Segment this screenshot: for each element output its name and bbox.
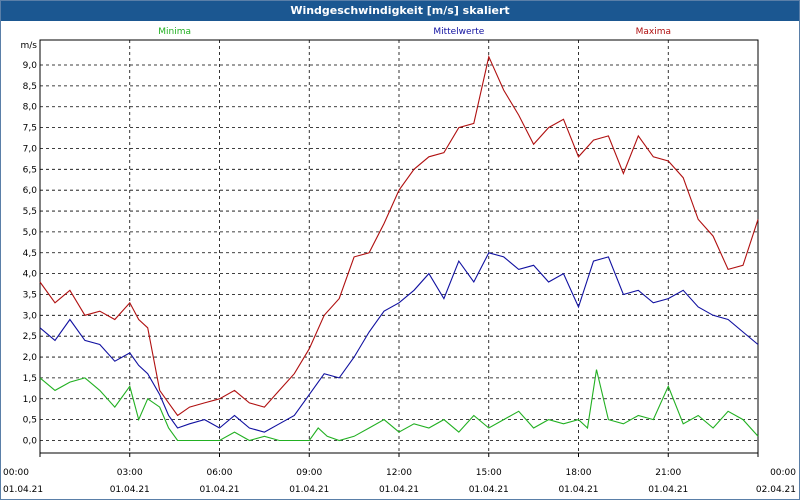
x-tick-date-label: 01.04.21 (558, 485, 598, 495)
y-tick-label: 0,5 (23, 416, 37, 426)
legend-entry-minima: Minima (158, 27, 191, 37)
y-tick-label: 7,0 (23, 144, 38, 154)
x-tick-date-label: 01.04.21 (110, 485, 150, 495)
x-tick-date-label: 01.04.21 (469, 485, 509, 495)
y-tick-label: 3,0 (23, 311, 38, 321)
y-tick-label: 5,5 (23, 207, 37, 217)
y-tick-label: 9,0 (23, 61, 38, 71)
y-tick-label: 2,0 (23, 353, 38, 363)
x-tick-time-label: 00:00 (3, 468, 29, 478)
y-tick-label: 4,5 (23, 249, 37, 259)
y-tick-label: 0,0 (23, 436, 38, 446)
x-tick-time-label: 18:00 (566, 468, 592, 478)
x-tick-date-label: 02.04.21 (756, 485, 796, 495)
x-tick-time-label: 06:00 (207, 468, 233, 478)
y-tick-label: 8,0 (23, 103, 38, 113)
x-tick-time-label: 15:00 (476, 468, 502, 478)
y-tick-label: 3,5 (23, 290, 37, 300)
y-axis-label: m/s (21, 41, 38, 51)
x-tick-time-label: 09:00 (296, 468, 322, 478)
y-tick-label: 2,5 (23, 332, 37, 342)
y-tick-label: 1,0 (23, 395, 38, 405)
x-tick-date-label: 01.04.21 (289, 485, 329, 495)
x-tick-date-label: 01.04.21 (648, 485, 688, 495)
x-tick-time-label: 21:00 (655, 468, 681, 478)
y-tick-label: 7,5 (23, 124, 37, 134)
x-tick-time-label: 12:00 (386, 468, 412, 478)
x-tick-time-label: 00:00 (770, 468, 796, 478)
y-tick-label: 6,5 (23, 165, 37, 175)
y-tick-label: 4,0 (23, 270, 38, 280)
x-tick-time-label: 03:00 (117, 468, 143, 478)
series-line-mittelwerte (39, 252, 759, 433)
x-tick-date-label: 01.04.21 (199, 485, 239, 495)
y-tick-label: 1,5 (23, 374, 37, 384)
legend-entry-mittelwerte: Mittelwerte (433, 27, 484, 37)
wind-speed-chart: 0,0 0,5 1,0 1,5 2,0 2,5 3,0 3,5 4,0 4,5 5,0 5,5 6,0 6… (3, 27, 796, 495)
y-tick-label: 5,0 (23, 228, 38, 238)
legend-entry-maxima: Maxima (636, 27, 671, 37)
y-tick-label: 6,0 (23, 186, 38, 196)
x-tick-date-label: 01.04.21 (379, 485, 419, 495)
window-title: Windgeschwindigkeit [m/s] skaliert (1, 1, 799, 21)
series-line-minima (39, 369, 759, 442)
y-tick-label: 8,5 (23, 82, 37, 92)
series-line-maxima (39, 54, 759, 417)
x-tick-date-label: 01.04.21 (3, 485, 43, 495)
